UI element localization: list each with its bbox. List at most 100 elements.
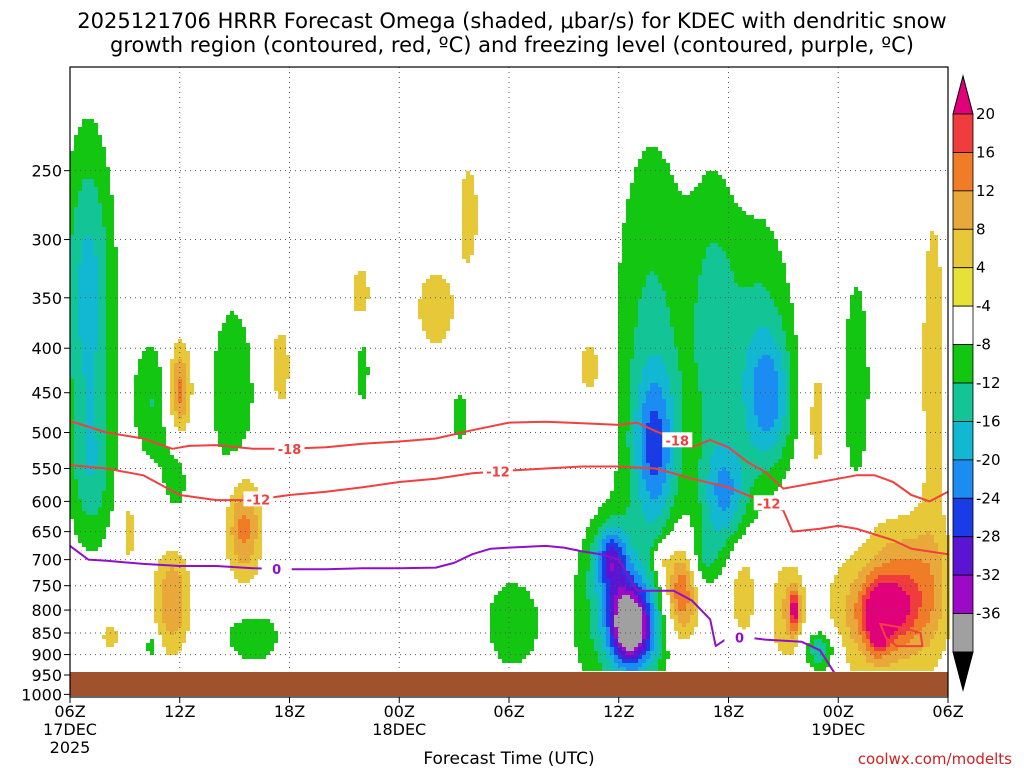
omega-cell	[706, 347, 710, 351]
omega-cell	[150, 411, 154, 415]
omega-cell	[226, 351, 230, 355]
omega-cell	[738, 335, 742, 339]
omega-cell	[738, 359, 742, 363]
omega-cell	[658, 315, 662, 319]
omega-cell	[78, 343, 82, 347]
omega-cell	[282, 367, 286, 371]
omega-cell	[686, 415, 690, 419]
omega-cell	[722, 179, 726, 183]
omega-cell	[658, 203, 662, 207]
omega-cell	[734, 399, 738, 403]
omega-cell	[642, 151, 646, 155]
omega-cell	[770, 415, 774, 419]
omega-cell	[146, 431, 150, 435]
omega-cell	[154, 423, 158, 427]
omega-cell	[618, 295, 622, 299]
omega-cell	[106, 383, 110, 387]
omega-cell	[646, 387, 650, 391]
omega-cell	[70, 279, 74, 283]
omega-cell	[718, 331, 722, 335]
omega-cell	[90, 167, 94, 171]
omega-cell	[78, 203, 82, 207]
omega-cell	[654, 207, 658, 211]
omega-cell	[782, 331, 786, 335]
omega-cell	[722, 275, 726, 279]
omega-cell	[758, 311, 762, 315]
omega-cell	[718, 179, 722, 183]
omega-cell	[782, 275, 786, 279]
omega-cell	[86, 291, 90, 295]
omega-cell	[638, 415, 642, 419]
omega-cell	[746, 419, 750, 423]
omega-cell	[638, 335, 642, 339]
omega-cell	[366, 291, 370, 295]
omega-cell	[234, 375, 238, 379]
omega-cell	[674, 415, 678, 419]
omega-cell	[622, 351, 626, 355]
omega-cell	[226, 395, 230, 399]
omega-cell	[182, 367, 186, 371]
omega-cell	[626, 427, 630, 431]
omega-cell	[106, 439, 110, 443]
omega-cell	[714, 379, 718, 383]
omega-cell	[646, 335, 650, 339]
omega-cell	[930, 239, 934, 243]
omega-cell	[930, 247, 934, 251]
omega-cell	[714, 259, 718, 263]
omega-cell	[90, 379, 94, 383]
omega-cell	[786, 331, 790, 335]
omega-cell	[646, 155, 650, 159]
omega-cell	[854, 295, 858, 299]
omega-cell	[646, 395, 650, 399]
omega-cell	[754, 283, 758, 287]
omega-cell	[702, 219, 706, 223]
omega-cell	[698, 435, 702, 439]
omega-cell	[938, 267, 942, 271]
omega-cell	[654, 435, 658, 439]
omega-cell	[462, 403, 466, 407]
omega-cell	[746, 439, 750, 443]
omega-cell	[758, 247, 762, 251]
omega-cell	[754, 427, 758, 431]
omega-cell	[738, 295, 742, 299]
omega-cell	[622, 379, 626, 383]
omega-cell	[678, 279, 682, 283]
omega-cell	[714, 247, 718, 251]
omega-cell	[762, 271, 766, 275]
omega-cell	[238, 331, 242, 335]
omega-cell	[106, 183, 110, 187]
omega-cell	[670, 247, 674, 251]
omega-cell	[718, 363, 722, 367]
omega-cell	[238, 443, 242, 447]
omega-cell	[174, 351, 178, 355]
omega-cell	[446, 283, 450, 287]
omega-cell	[730, 243, 734, 247]
omega-cell	[722, 235, 726, 239]
omega-cell	[86, 335, 90, 339]
omega-cell	[714, 263, 718, 267]
omega-cell	[90, 231, 94, 235]
omega-cell	[638, 411, 642, 415]
omega-cell	[926, 411, 930, 415]
omega-cell	[762, 307, 766, 311]
omega-cell	[754, 275, 758, 279]
omega-cell	[630, 415, 634, 419]
omega-cell	[622, 263, 626, 267]
omega-cell	[146, 379, 150, 383]
omega-cell	[934, 399, 938, 403]
omega-cell	[862, 323, 866, 327]
omega-cell	[926, 415, 930, 419]
omega-cell	[706, 343, 710, 347]
omega-cell	[626, 319, 630, 323]
omega-cell	[70, 319, 74, 323]
omega-cell	[714, 283, 718, 287]
omega-cell	[90, 207, 94, 211]
omega-cell	[698, 319, 702, 323]
omega-cell	[110, 227, 114, 231]
omega-cell	[630, 251, 634, 255]
omega-cell	[150, 443, 154, 447]
omega-cell	[86, 363, 90, 367]
omega-cell	[662, 203, 666, 207]
omega-cell	[706, 419, 710, 423]
omega-cell	[178, 343, 182, 347]
